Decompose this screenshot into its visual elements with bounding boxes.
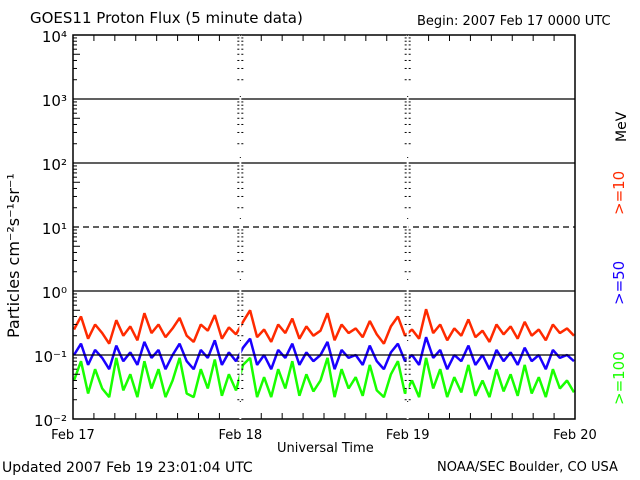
- x-axis-label: Universal Time: [277, 441, 374, 456]
- y-tick-label: 10³: [42, 92, 67, 110]
- chart-title: GOES11 Proton Flux (5 minute data): [30, 9, 303, 27]
- y-tick-label: 10⁴: [42, 28, 67, 46]
- series-line-1: [72, 336, 575, 371]
- updated-text: Updated 2007 Feb 19 23:01:04 UTC: [2, 460, 253, 476]
- y-tick-label: 10¹: [42, 220, 67, 238]
- source-text: NOAA/SEC Boulder, CO USA: [437, 460, 618, 475]
- series-line-0: [72, 308, 575, 345]
- series-line-2: [72, 357, 576, 399]
- x-tick-label: Feb 19: [386, 428, 430, 443]
- y-tick-label: 10⁻²: [34, 412, 67, 430]
- y-tick-label: 10⁰: [42, 284, 67, 302]
- y-tick-label: 10²: [42, 156, 67, 174]
- x-tick-label: Feb 18: [218, 428, 262, 443]
- y-tick-label: 10⁻¹: [34, 348, 67, 366]
- x-tick-label: Feb 20: [553, 428, 597, 443]
- x-tick-label: Feb 17: [51, 428, 95, 443]
- begin-label: Begin: 2007 Feb 17 0000 UTC: [417, 14, 611, 29]
